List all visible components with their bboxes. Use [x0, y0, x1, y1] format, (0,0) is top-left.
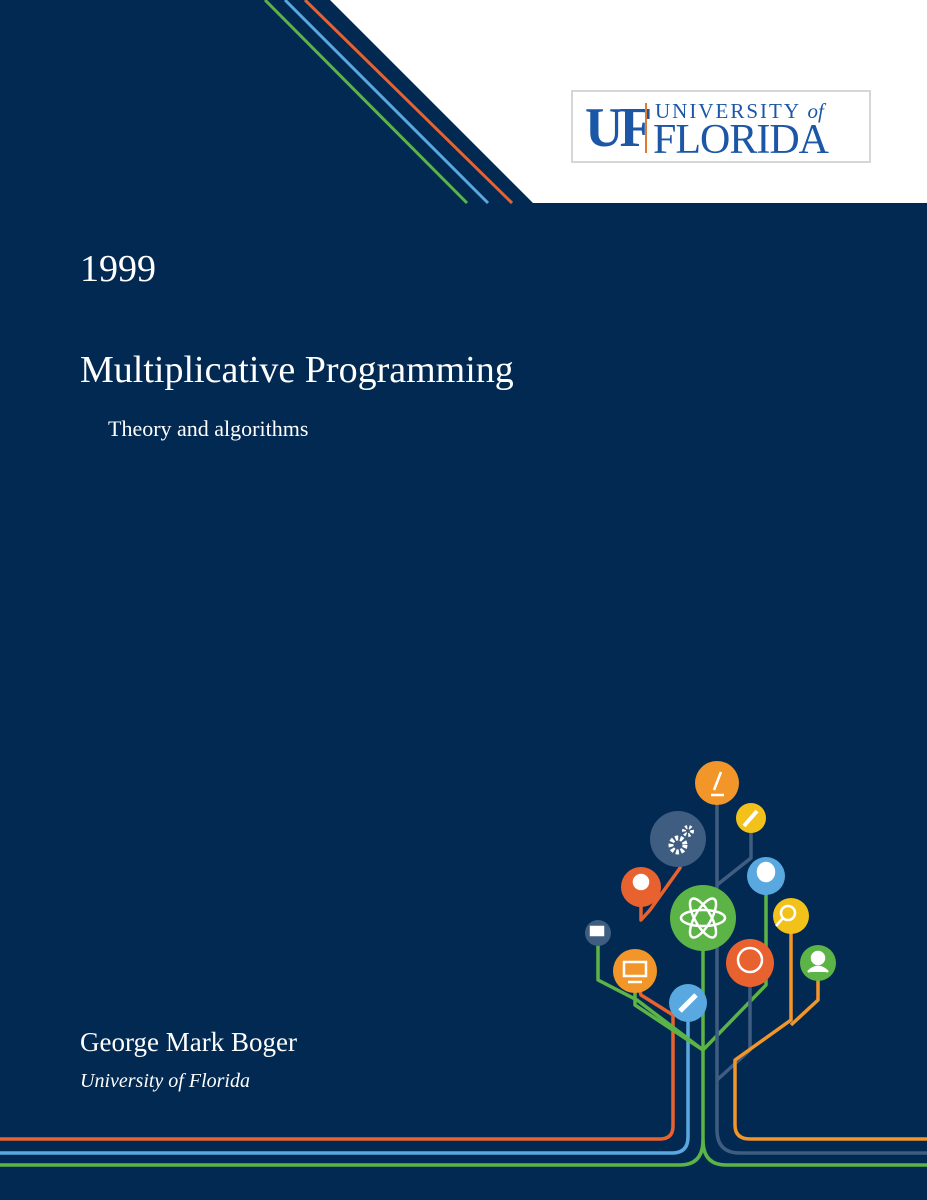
institution: University of Florida — [80, 1070, 250, 1092]
logo-university: UNIVERSITY of — [655, 99, 824, 124]
logo-divider — [645, 103, 647, 153]
author-name: George Mark Boger — [80, 1027, 297, 1057]
globe-icon — [726, 939, 774, 987]
monitor-icon — [613, 949, 657, 993]
logo-of: of — [807, 99, 824, 123]
magnifier-icon — [773, 898, 809, 934]
publication-year: 1999 — [80, 248, 156, 290]
blue-stripe — [283, 0, 490, 205]
university-of-florida-logo: UF UNIVERSITY of FLORIDA — [571, 90, 871, 163]
tree-branches — [0, 783, 927, 1167]
book-subtitle: Theory and algorithms — [108, 416, 309, 441]
logo-uf: UF — [585, 97, 652, 159]
logo-university-text: UNIVERSITY — [655, 99, 801, 123]
atom-icon — [670, 885, 736, 951]
orange-stripe — [303, 0, 514, 205]
book-title: Multiplicative Programming — [80, 349, 514, 391]
tree-icons — [585, 761, 836, 1022]
logo-florida: FLORIDA — [653, 117, 829, 163]
green-stripe — [263, 0, 469, 205]
